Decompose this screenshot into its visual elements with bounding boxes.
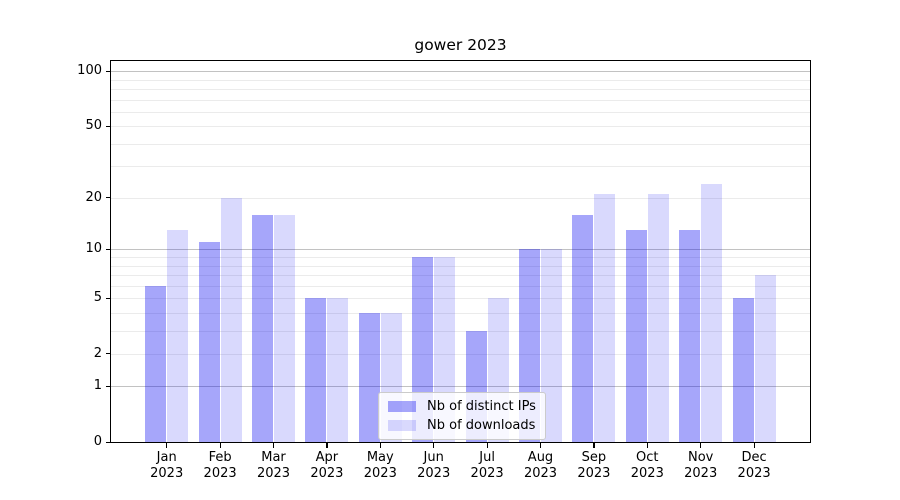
bars-layer [111, 61, 810, 442]
minor-gridline [111, 89, 810, 91]
x-tick-mark [219, 443, 221, 448]
x-tick-label: May 2023 [363, 450, 397, 481]
minor-gridline [111, 166, 810, 168]
y-tick-label: 100 [77, 63, 102, 79]
y-tick-mark [105, 70, 110, 73]
minor-gridline [111, 111, 810, 113]
y-tick-label: 2 [93, 345, 102, 361]
major-gridline [111, 386, 810, 388]
minor-gridline [111, 312, 810, 314]
bar-distinct-ips-may [358, 312, 380, 442]
minor-gridline [111, 197, 810, 199]
minor-gridline [111, 285, 810, 287]
x-tick-label: Jul 2023 [470, 450, 504, 481]
x-tick-label: Oct 2023 [630, 450, 664, 481]
minor-gridline [111, 257, 810, 259]
y-tick-mark [105, 353, 110, 355]
x-tick-label: Dec 2023 [737, 450, 771, 481]
x-tick-label: Apr 2023 [310, 450, 344, 481]
bar-downloads-feb [220, 197, 242, 442]
major-gridline [111, 71, 810, 73]
y-tick-mark [105, 125, 110, 127]
x-tick-mark [166, 443, 168, 448]
bar-distinct-ips-oct [625, 230, 647, 442]
y-tick-mark [105, 197, 110, 199]
y-tick-label: 5 [93, 290, 102, 306]
minor-gridline [111, 353, 810, 355]
x-tick-mark [700, 443, 702, 448]
x-tick-label: Jan 2023 [150, 450, 184, 481]
minor-gridline [111, 298, 810, 300]
x-tick-label: Sep 2023 [577, 450, 611, 481]
bar-downloads-jan [167, 230, 189, 442]
x-tick-mark [593, 443, 595, 448]
x-tick-mark [753, 443, 755, 448]
plot-area: Nb of distinct IPs Nb of downloads [110, 60, 811, 443]
legend-entry-downloads: Nb of downloads [388, 416, 536, 435]
bar-distinct-ips-sep [572, 214, 594, 442]
y-tick-label: 0 [93, 434, 102, 449]
x-tick-mark [379, 443, 381, 448]
x-tick-mark [540, 443, 542, 448]
minor-gridline [111, 265, 810, 267]
minor-gridline [111, 99, 810, 101]
bar-downloads-mar [274, 214, 295, 442]
bar-downloads-oct [647, 193, 669, 442]
major-gridline [111, 249, 810, 251]
legend-label-distinct-ips: Nb of distinct IPs [427, 399, 536, 414]
x-tick-label: Jun 2023 [417, 450, 451, 481]
minor-gridline [111, 275, 810, 277]
x-tick-mark [646, 443, 648, 448]
y-tick-mark [105, 385, 110, 388]
legend-swatch-distinct-ips [388, 401, 416, 412]
bar-distinct-ips-apr [305, 298, 327, 442]
y-tick-label: 20 [85, 189, 102, 205]
minor-gridline [111, 143, 810, 145]
bar-downloads-aug [541, 249, 562, 442]
x-tick-mark [273, 443, 275, 448]
gridlines-layer [111, 61, 810, 442]
x-tick-label: Feb 2023 [203, 450, 237, 481]
x-tick-mark [326, 443, 328, 448]
minor-gridline [111, 330, 810, 332]
bar-downloads-nov [701, 183, 723, 442]
bar-distinct-ips-jan [145, 285, 167, 442]
x-tick-label: Aug 2023 [523, 450, 558, 481]
y-tick-mark [105, 441, 110, 443]
y-tick-label: 1 [93, 378, 102, 394]
bar-downloads-apr [327, 298, 349, 442]
x-tick-label: Nov 2023 [684, 450, 718, 481]
legend-swatch-downloads [388, 420, 416, 431]
x-tick-mark [433, 443, 435, 448]
bar-downloads-sep [594, 193, 616, 442]
chart-title: gower 2023 [414, 36, 507, 54]
bar-distinct-ips-dec [732, 298, 754, 442]
legend-label-downloads: Nb of downloads [427, 418, 536, 433]
legend: Nb of distinct IPs Nb of downloads [378, 392, 546, 440]
x-tick-mark [486, 443, 488, 448]
y-tick-mark [105, 248, 110, 251]
y-tick-label: 50 [85, 118, 102, 134]
bar-distinct-ips-mar [252, 214, 273, 442]
minor-gridline [111, 126, 810, 128]
bar-distinct-ips-feb [198, 242, 220, 442]
minor-gridline [111, 79, 810, 81]
x-tick-label: Mar 2023 [256, 450, 291, 481]
y-tick-mark [105, 297, 110, 299]
legend-entry-distinct-ips: Nb of distinct IPs [388, 397, 536, 416]
bar-distinct-ips-nov [679, 230, 701, 442]
bar-downloads-dec [754, 275, 776, 442]
y-tick-label: 10 [85, 241, 102, 257]
